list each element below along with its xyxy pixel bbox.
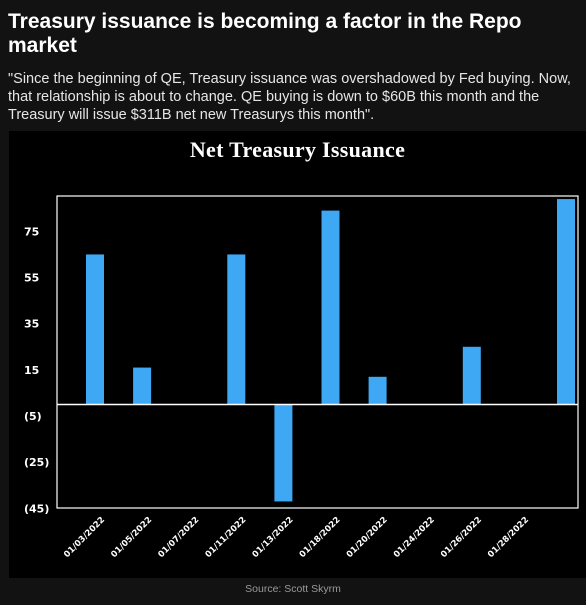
x-tick-label: 01/05/2022 — [109, 515, 154, 560]
bar — [462, 346, 481, 405]
x-tick-label: 01/28/2022 — [486, 515, 531, 560]
bar — [227, 254, 246, 405]
x-tick-label: 01/26/2022 — [439, 515, 484, 560]
bar — [274, 404, 293, 502]
bar — [86, 254, 104, 405]
x-tick-label: 01/07/2022 — [156, 515, 201, 560]
quote-text: "Since the beginning of QE, Treasury iss… — [8, 71, 571, 123]
bar — [557, 199, 575, 405]
y-tick-label: 15 — [24, 364, 39, 377]
y-tick-label: 75 — [24, 225, 39, 238]
plot-frame — [56, 195, 579, 509]
y-tick-label: (25) — [24, 456, 49, 469]
y-tick-label: 35 — [24, 318, 39, 331]
bar — [368, 376, 387, 405]
x-tick-label: 01/03/2022 — [62, 515, 107, 560]
bar — [133, 367, 152, 405]
x-tick-label: 01/13/2022 — [251, 515, 296, 560]
x-tick-label: 01/24/2022 — [392, 515, 437, 560]
y-tick-label: 55 — [24, 272, 39, 285]
bar — [321, 210, 340, 405]
y-tick-label: (45) — [24, 502, 49, 515]
x-tick-label: 01/18/2022 — [298, 515, 343, 560]
x-tick-label: 01/11/2022 — [203, 515, 248, 560]
y-tick-label: (5) — [24, 410, 42, 423]
source-caption: Source: Scott Skyrm — [245, 583, 341, 595]
chart-title: Net Treasury Issuance — [189, 137, 406, 162]
headline: Treasury issuance is becoming a factor i… — [8, 10, 522, 57]
x-tick-label: 01/20/2022 — [345, 515, 390, 560]
chart-panel — [9, 131, 586, 578]
